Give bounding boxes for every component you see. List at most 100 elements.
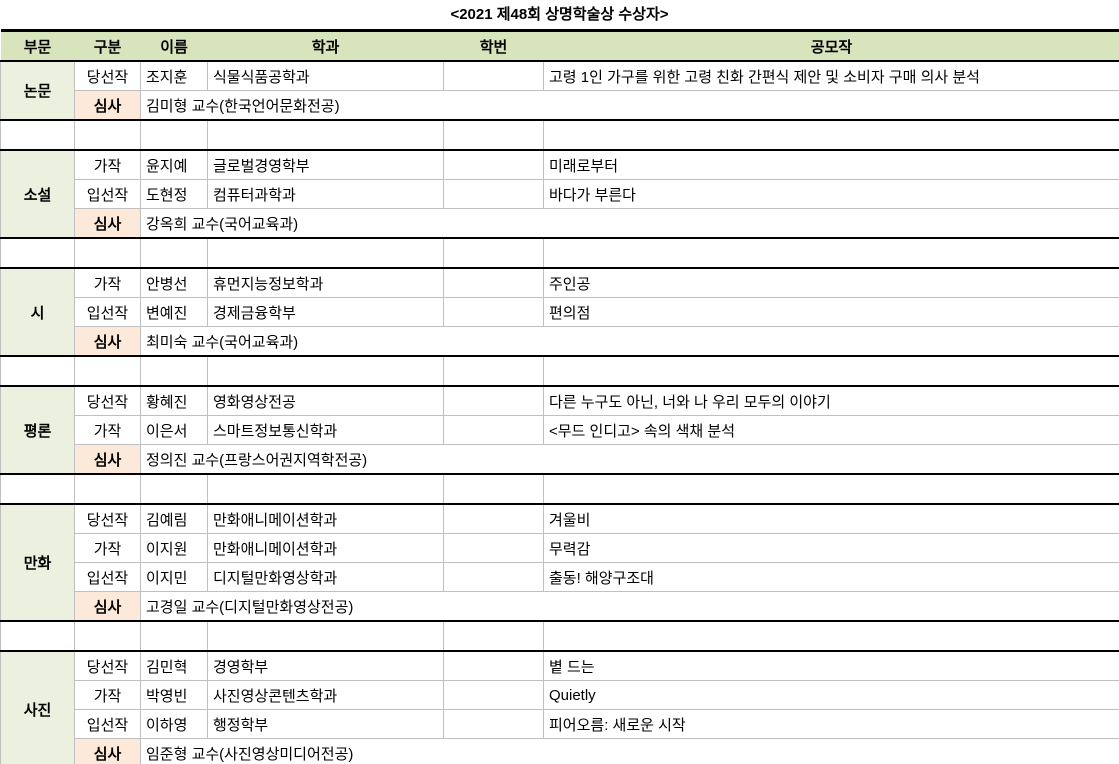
separator-cell <box>140 237 208 269</box>
judge-row: 심사 강옥희 교수(국어교육과) <box>1 208 1119 239</box>
student-id-cell <box>443 415 544 445</box>
category-cell: 논문 <box>0 60 75 121</box>
entry-row: 평론 당선작 황혜진 영화영상전공 다른 누구도 아닌, 너와 나 우리 모두의 이야기 <box>0 385 1119 475</box>
entry-row: 가작 박영빈 사진영상콘텐츠학과 Quietly <box>1 680 1119 710</box>
name-cell: 김예림 <box>140 503 208 534</box>
sheet-title: <2021 제48회 상명학술상 수상자> <box>450 6 669 23</box>
column-header-department: 학과 <box>207 29 444 62</box>
work-cell: 편의점 <box>543 297 1119 327</box>
separator-cell <box>443 119 544 151</box>
department-cell: 영화영상전공 <box>207 385 444 416</box>
name-cell: 안병선 <box>140 267 208 298</box>
department-cell: 사진영상콘텐츠학과 <box>207 680 444 710</box>
separator-row <box>0 473 1119 505</box>
division-cell: 당선작 <box>74 503 141 534</box>
work-cell: 출동! 해양구조대 <box>543 562 1119 592</box>
student-id-cell <box>443 562 544 592</box>
division-cell: 가작 <box>74 415 141 445</box>
division-cell: 가작 <box>74 680 141 710</box>
category-cell: 시 <box>0 267 75 357</box>
division-cell: 가작 <box>74 267 141 298</box>
column-header-name: 이름 <box>140 29 208 62</box>
separator-cell <box>0 119 75 151</box>
department-cell: 만화애니메이션학과 <box>207 503 444 534</box>
separator-cell <box>207 355 444 387</box>
work-cell: <무드 인디고> 속의 색채 분석 <box>543 415 1119 445</box>
column-header-student-id: 학번 <box>443 29 544 62</box>
judge-row: 심사 임준형 교수(사진영상미디어전공) <box>1 738 1119 764</box>
student-id-cell <box>443 267 544 298</box>
judge-division-cell: 심사 <box>74 738 141 764</box>
separator-cell <box>74 620 141 652</box>
awards-table-body: 논문 당선작 조지훈 식물식품공학과 고령 1인 가구를 위한 고령 친화 간편식 제안… <box>0 60 1119 764</box>
work-cell: 피어오름: 새로운 시작 <box>543 709 1119 739</box>
student-id-cell <box>443 680 544 710</box>
work-cell: Quietly <box>543 680 1119 710</box>
work-cell: 무력감 <box>543 533 1119 563</box>
separator-cell <box>140 119 208 151</box>
name-cell: 이은서 <box>140 415 208 445</box>
department-cell: 경제금융학부 <box>207 297 444 327</box>
judge-name-cell: 최미숙 교수(국어교육과) <box>140 326 1119 357</box>
separator-cell <box>443 237 544 269</box>
division-cell: 당선작 <box>74 60 141 91</box>
separator-cell <box>0 355 75 387</box>
student-id-cell <box>443 503 544 534</box>
division-cell: 입선작 <box>74 179 141 209</box>
judge-name-cell: 고경일 교수(디지털만화영상전공) <box>140 591 1119 622</box>
separator-cell <box>443 355 544 387</box>
division-cell: 입선작 <box>74 297 141 327</box>
separator-cell <box>74 237 141 269</box>
judge-name-cell: 김미형 교수(한국언어문화전공) <box>140 90 1119 121</box>
judge-name-cell: 정의진 교수(프랑스어권지역학전공) <box>140 444 1119 475</box>
division-cell: 가작 <box>74 533 141 563</box>
entry-row: 입선작 변예진 경제금융학부 편의점 <box>1 297 1119 327</box>
work-cell: 바다가 부른다 <box>543 179 1119 209</box>
department-cell: 글로벌경영학부 <box>207 149 444 180</box>
separator-cell <box>74 355 141 387</box>
work-cell: 겨울비 <box>543 503 1119 534</box>
department-cell: 경영학부 <box>207 650 444 681</box>
name-cell: 윤지예 <box>140 149 208 180</box>
separator-cell <box>74 119 141 151</box>
separator-cell <box>74 473 141 505</box>
student-id-cell <box>443 385 544 416</box>
department-cell: 행정학부 <box>207 709 444 739</box>
entry-row: 사진 당선작 김민혁 경영학부 볕 드는 <box>0 650 1119 764</box>
name-cell: 김민혁 <box>140 650 208 681</box>
separator-cell <box>543 620 1119 652</box>
division-cell: 입선작 <box>74 709 141 739</box>
student-id-cell <box>443 297 544 327</box>
separator-cell <box>543 355 1119 387</box>
separator-row <box>0 620 1119 652</box>
separator-row <box>0 119 1119 151</box>
separator-cell <box>140 473 208 505</box>
department-cell: 디지털만화영상학과 <box>207 562 444 592</box>
division-cell: 당선작 <box>74 650 141 681</box>
department-cell: 식물식품공학과 <box>207 60 444 91</box>
separator-cell <box>207 620 444 652</box>
separator-cell <box>0 620 75 652</box>
name-cell: 변예진 <box>140 297 208 327</box>
entry-row: 논문 당선작 조지훈 식물식품공학과 고령 1인 가구를 위한 고령 친화 간편식 제안… <box>0 60 1119 121</box>
student-id-cell <box>443 533 544 563</box>
entry-row: 소설 가작 윤지예 글로벌경영학부 미래로부터 <box>0 149 1119 239</box>
department-cell: 스마트정보통신학과 <box>207 415 444 445</box>
separator-cell <box>543 473 1119 505</box>
awards-table: 부문 구분 이름 학과 학번 공모작 논문 당선작 조지훈 식물식품공학과 고령 1인 … <box>0 29 1119 764</box>
column-header-work: 공모작 <box>543 29 1119 62</box>
separator-cell <box>207 237 444 269</box>
separator-cell <box>443 473 544 505</box>
separator-cell <box>0 473 75 505</box>
student-id-cell <box>443 149 544 180</box>
name-cell: 조지훈 <box>140 60 208 91</box>
division-cell: 가작 <box>74 149 141 180</box>
division-cell: 입선작 <box>74 562 141 592</box>
column-header-category: 부문 <box>0 29 75 62</box>
judge-division-cell: 심사 <box>74 90 141 121</box>
judge-row: 심사 김미형 교수(한국언어문화전공) <box>1 90 1119 121</box>
column-header-division: 구분 <box>74 29 141 62</box>
work-cell: 다른 누구도 아닌, 너와 나 우리 모두의 이야기 <box>543 385 1119 416</box>
division-cell: 당선작 <box>74 385 141 416</box>
